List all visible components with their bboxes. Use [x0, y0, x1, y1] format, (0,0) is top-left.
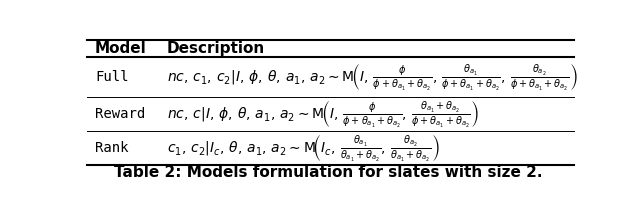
Text: $c_1,\,c_2|I_c,\,\theta,\,a_1,\,a_2 \sim \mathrm{M}\!\left(I_c,\, \frac{\theta_{: $c_1,\,c_2|I_c,\,\theta,\,a_1,\,a_2 \sim…: [167, 133, 440, 163]
Text: Reward: Reward: [95, 107, 145, 121]
Text: $nc,\,c_1,\,c_2|I,\,\phi,\,\theta,\,a_1,\,a_2 \sim \mathrm{M}\!\left(I,\, \frac{: $nc,\,c_1,\,c_2|I,\,\phi,\,\theta,\,a_1,…: [167, 62, 577, 92]
Text: $nc,\,c|I,\,\phi,\,\theta,\,a_1,\,a_2 \sim \mathrm{M}\!\left(I,\, \frac{\phi}{\p: $nc,\,c|I,\,\phi,\,\theta,\,a_1,\,a_2 \s…: [167, 99, 479, 129]
Text: Rank: Rank: [95, 141, 129, 155]
Text: Table 2: Models formulation for slates with size 2.: Table 2: Models formulation for slates w…: [114, 164, 542, 180]
Text: Description: Description: [167, 41, 265, 56]
Text: Full: Full: [95, 70, 129, 84]
Text: Model: Model: [95, 41, 147, 56]
